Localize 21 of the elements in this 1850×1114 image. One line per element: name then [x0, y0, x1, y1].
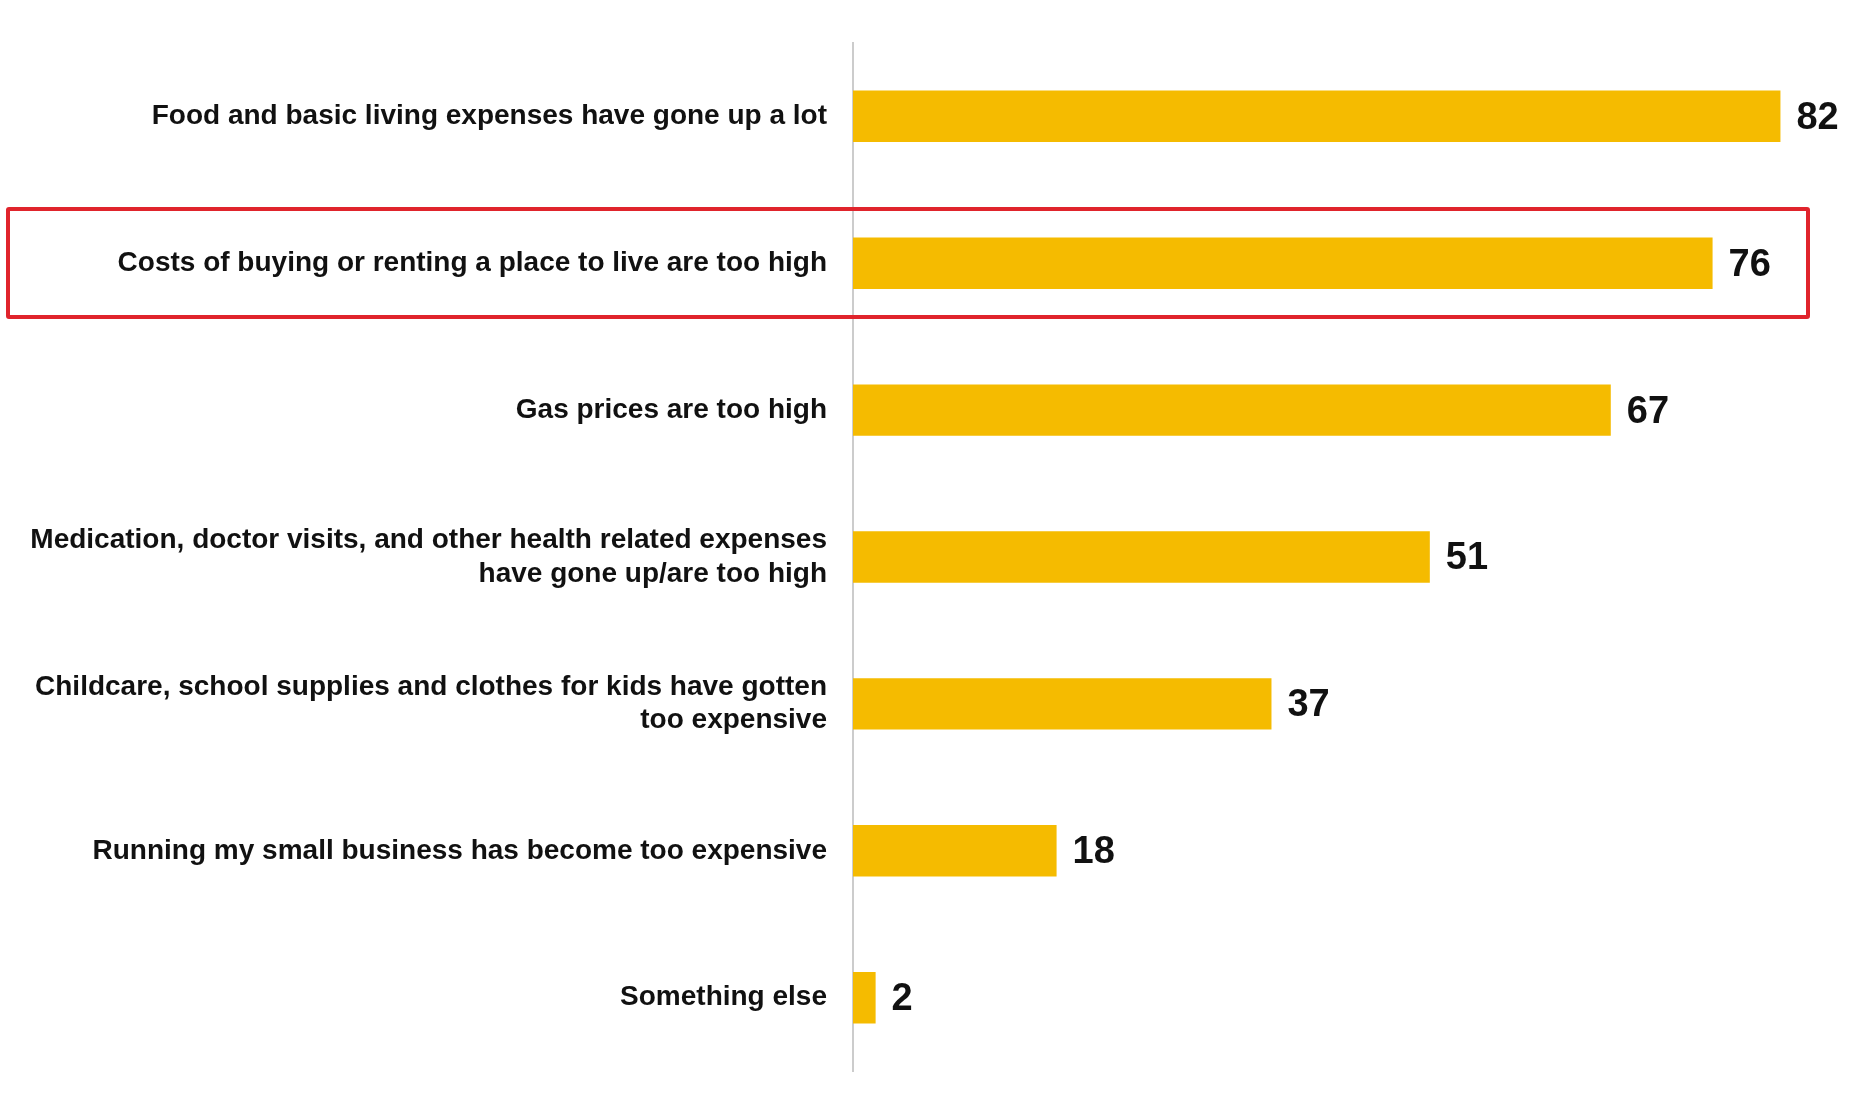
data-label: 37	[1287, 682, 1330, 725]
bar	[853, 90, 1781, 142]
bar	[853, 825, 1057, 877]
y-tick-label: Costs of buying or renting a place to live are too high	[117, 245, 827, 277]
bar	[853, 678, 1272, 730]
data-label: 2	[891, 976, 913, 1019]
data-label: 18	[1072, 829, 1115, 872]
data-label: 82	[1796, 94, 1839, 137]
y-tick-label: Something else	[620, 980, 827, 1012]
data-label: 51	[1445, 535, 1489, 578]
bar	[853, 237, 1713, 289]
bar	[853, 384, 1611, 436]
bar	[853, 531, 1430, 583]
data-label: 76	[1728, 241, 1771, 284]
y-tick-label: Food and basic living expenses have gone up a lot	[151, 98, 827, 130]
y-tick-label: Medication, doctor visits, and other health related expenses have gone up/are too high	[30, 522, 827, 588]
y-tick-label: Childcare, school supplies and clothes for kids have gotten too expensive	[35, 669, 827, 735]
y-tick-label: Gas prices are too high	[515, 392, 827, 424]
data-label: 67	[1626, 388, 1670, 431]
y-tick-label: Running my small business has become too expensive	[92, 833, 827, 865]
bar	[853, 972, 876, 1024]
